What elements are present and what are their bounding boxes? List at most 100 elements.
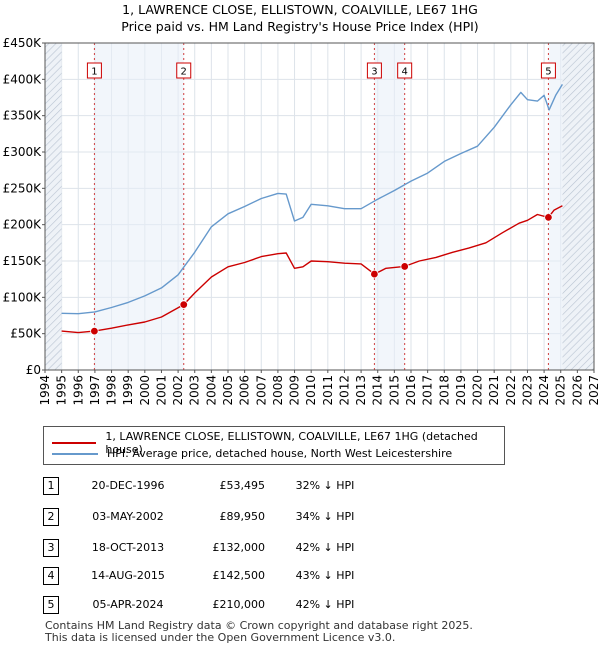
sale-label: 2 bbox=[181, 67, 187, 78]
hatch-post-data bbox=[562, 43, 594, 370]
x-tick-label: 2007 bbox=[254, 375, 268, 406]
x-tick-label: 1994 bbox=[38, 375, 52, 406]
sale-point bbox=[544, 213, 553, 222]
y-tick-label: £250K bbox=[3, 181, 43, 195]
transaction-hpi-diff: 42% ↓ HPI bbox=[295, 541, 355, 554]
transaction-price: £142,500 bbox=[212, 569, 266, 582]
y-tick-label: £300K bbox=[3, 145, 43, 159]
x-tick-label: 2020 bbox=[471, 375, 485, 406]
chart-subtitle: Price paid vs. HM Land Registry's House … bbox=[121, 19, 479, 34]
transaction-hpi-diff: 42% ↓ HPI bbox=[295, 598, 355, 611]
series-lines bbox=[61, 84, 563, 334]
transaction-row: 1 20-DEC-1996 £53,495 32% ↓ HPI bbox=[0, 477, 600, 497]
x-tick-label: 2019 bbox=[454, 375, 468, 406]
transaction-date: 05-APR-2024 bbox=[92, 598, 164, 611]
x-tick-label: 1997 bbox=[88, 375, 102, 406]
y-tick-label: £100K bbox=[3, 290, 43, 304]
x-tick-label: 2013 bbox=[354, 375, 368, 406]
x-tick-label: 2000 bbox=[138, 375, 152, 406]
x-tick-label: 2025 bbox=[554, 375, 568, 406]
transaction-hpi-diff: 43% ↓ HPI bbox=[295, 569, 355, 582]
y-tick-label: £350K bbox=[3, 109, 43, 123]
transaction-number: 4 bbox=[43, 567, 59, 585]
legend-swatch-hpi bbox=[52, 452, 98, 455]
sale-point bbox=[90, 326, 99, 336]
x-tick-label: 1996 bbox=[71, 375, 85, 406]
x-tick-label: 2002 bbox=[171, 375, 185, 406]
ownership-band bbox=[94, 43, 184, 370]
plot-frame bbox=[44, 42, 595, 371]
x-tick-label: 2010 bbox=[304, 375, 318, 406]
transaction-date: 18-OCT-2013 bbox=[91, 541, 165, 554]
price-chart: 1 2 3 4 5 £0 £50K £100K £150K £200K £250K £300K £35… bbox=[3, 36, 600, 406]
y-tick-label: £50K bbox=[10, 327, 42, 341]
x-tick-label: 2001 bbox=[154, 375, 168, 406]
legend-label-property: 1, LAWRENCE CLOSE, ELLISTOWN, COALVILLE,… bbox=[105, 430, 478, 456]
transaction-hpi-diff: 32% ↓ HPI bbox=[295, 479, 355, 492]
x-tick-label: 2024 bbox=[537, 375, 551, 406]
x-tick-label: 2003 bbox=[188, 375, 202, 406]
x-tick-label: 2011 bbox=[321, 375, 335, 406]
legend: 1, LAWRENCE CLOSE, ELLISTOWN, COALVILLE,… bbox=[43, 426, 505, 465]
sale-label: 1 bbox=[91, 67, 97, 78]
sale-label: 3 bbox=[371, 67, 377, 78]
transaction-date: 20-DEC-1996 bbox=[91, 479, 165, 492]
transaction-date: 14-AUG-2015 bbox=[91, 569, 165, 582]
transaction-number: 3 bbox=[43, 539, 59, 557]
x-tick-label: 2009 bbox=[288, 375, 302, 406]
footer-copyright: Contains HM Land Registry data © Crown c… bbox=[45, 619, 473, 632]
transaction-price: £210,000 bbox=[212, 598, 266, 611]
sale-point bbox=[179, 300, 188, 309]
x-tick-label: 2021 bbox=[487, 375, 501, 406]
sale-label-box bbox=[366, 62, 382, 79]
axes: £0 £50K £100K £150K £200K £250K £300K £350K £400… bbox=[3, 36, 600, 406]
transaction-number: 1 bbox=[43, 477, 59, 495]
transaction-date: 03-MAY-2002 bbox=[92, 510, 164, 523]
sale-point bbox=[400, 262, 409, 271]
x-tick-label: 2004 bbox=[204, 375, 218, 406]
transaction-price: £89,950 bbox=[219, 510, 266, 523]
transaction-row: 2 03-MAY-2002 £89,950 34% ↓ HPI bbox=[0, 508, 600, 528]
x-tick-label: 2027 bbox=[587, 375, 600, 406]
ownership-band bbox=[548, 43, 563, 370]
transaction-number: 2 bbox=[43, 508, 59, 526]
x-tick-label: 1998 bbox=[105, 375, 119, 406]
y-tick-label: £200K bbox=[3, 218, 43, 232]
ownership-band bbox=[374, 43, 405, 370]
legend-item-property: 1, LAWRENCE CLOSE, ELLISTOWN, COALVILLE,… bbox=[52, 430, 504, 456]
x-tick-label: 1999 bbox=[121, 375, 135, 406]
chart-title: 1, LAWRENCE CLOSE, ELLISTOWN, COALVILLE,… bbox=[122, 2, 478, 17]
sale-label: 5 bbox=[545, 67, 551, 78]
sale-points bbox=[90, 213, 553, 336]
legend-swatch-property bbox=[52, 442, 97, 444]
transaction-row: 4 14-AUG-2015 £142,500 43% ↓ HPI bbox=[0, 567, 600, 587]
x-tick-label: 2016 bbox=[404, 375, 418, 406]
series-line bbox=[61, 84, 563, 315]
transaction-hpi-diff: 34% ↓ HPI bbox=[295, 510, 355, 523]
y-tick-label: £0 bbox=[26, 363, 41, 377]
legend-label-hpi: HPI: Average price, detached house, Nort… bbox=[107, 447, 453, 460]
y-tick-label: £150K bbox=[3, 254, 43, 268]
legend-item-hpi: HPI: Average price, detached house, Nort… bbox=[52, 447, 452, 460]
sale-label-box bbox=[540, 62, 556, 79]
transaction-price: £132,000 bbox=[212, 541, 266, 554]
x-tick-label: 2015 bbox=[387, 375, 401, 406]
sale-label-box bbox=[397, 62, 413, 79]
transaction-price: £53,495 bbox=[219, 479, 266, 492]
sale-label-box bbox=[176, 62, 192, 79]
series-line bbox=[61, 205, 563, 334]
transaction-number: 5 bbox=[43, 596, 59, 614]
sale-markers: 1 2 3 4 5 bbox=[86, 43, 556, 370]
x-tick-label: 2023 bbox=[520, 375, 534, 406]
x-tick-label: 2026 bbox=[570, 375, 584, 406]
sale-point bbox=[370, 269, 379, 279]
hatch-regions bbox=[45, 43, 594, 370]
x-tick-label: 1995 bbox=[55, 375, 69, 406]
x-tick-label: 2012 bbox=[337, 375, 351, 406]
x-tick-label: 2008 bbox=[271, 375, 285, 406]
sale-label-box bbox=[86, 62, 102, 79]
hatch-pre-data bbox=[45, 43, 62, 370]
y-tick-label: £400K bbox=[3, 72, 43, 86]
x-tick-label: 2006 bbox=[238, 375, 252, 406]
sale-label: 4 bbox=[401, 67, 407, 78]
